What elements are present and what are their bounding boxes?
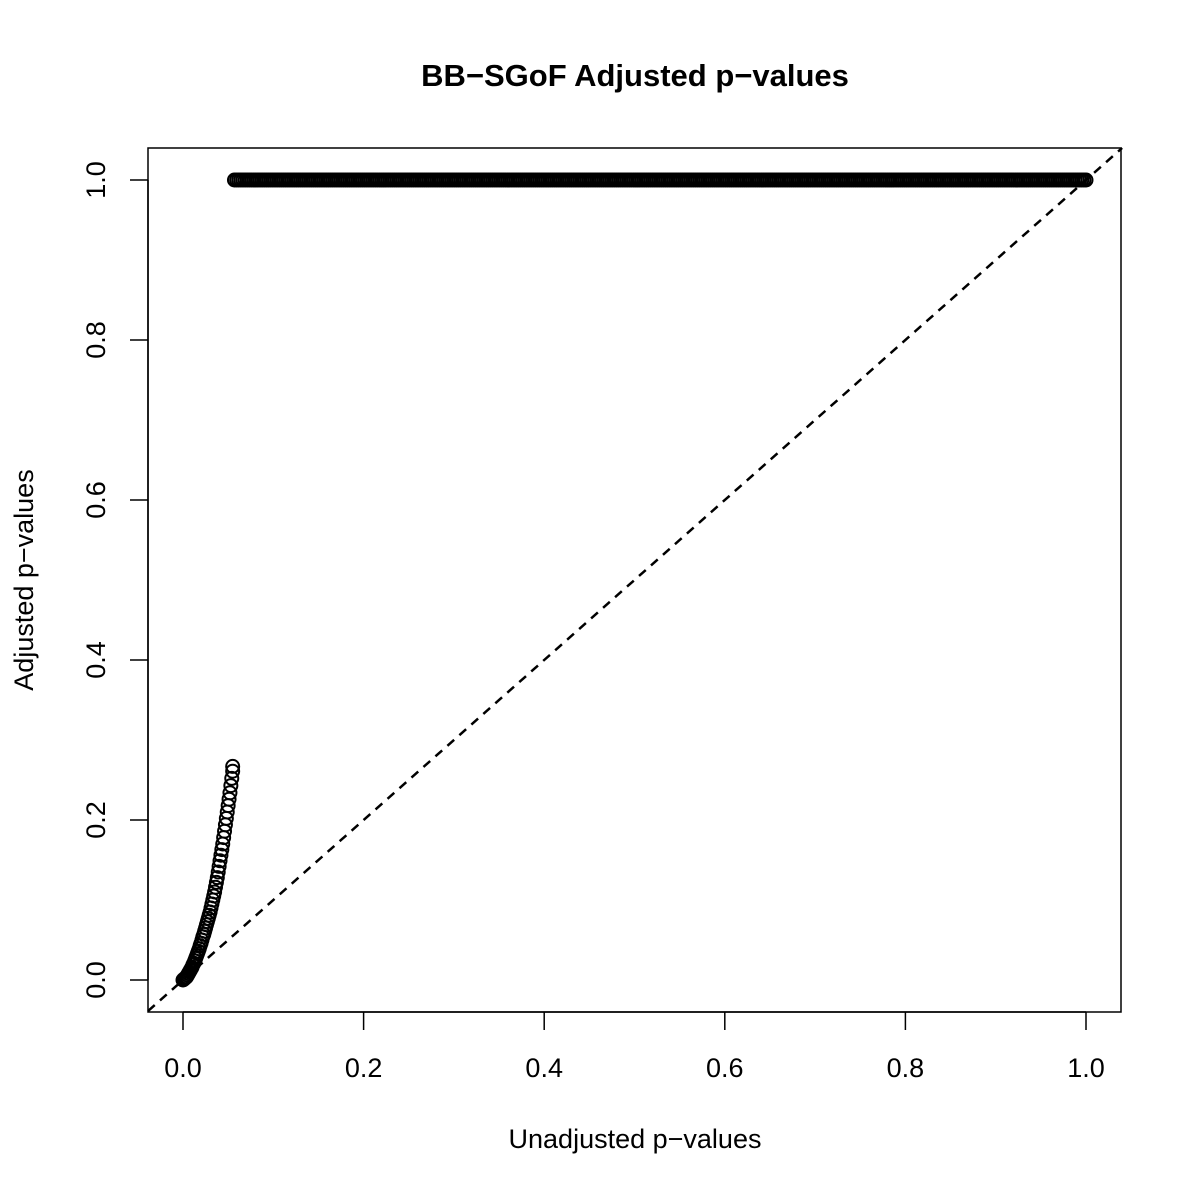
x-tick-label: 0.8 [887,1053,925,1083]
data-point [209,870,225,886]
data-point [1078,172,1094,188]
y-axis-label: Adjusted p−values [9,469,39,690]
data-point [225,763,241,779]
x-tick-label: 0.0 [164,1053,202,1083]
x-tick-label: 0.4 [525,1053,563,1083]
x-tick-label: 0.2 [345,1053,383,1083]
data-point [222,785,238,801]
x-tick-label: 0.6 [706,1053,744,1083]
y-tick-label: 0.2 [81,801,111,839]
y-tick-label: 0.6 [81,481,111,519]
y-tick-label: 0.8 [81,321,111,359]
identity-reference-line [147,147,1123,1012]
y-axis: 0.0 0.2 0.4 0.6 0.8 1.0 [81,161,149,999]
chart-title: BB−SGoF Adjusted p−values [421,58,849,93]
data-point [212,853,228,869]
y-tick-label: 0.4 [81,641,111,679]
data-point [210,864,226,880]
data-point [213,847,229,863]
x-tick-label: 1.0 [1067,1053,1105,1083]
y-tick-label: 1.0 [81,161,111,199]
x-axis: 0.0 0.2 0.4 0.6 0.8 1.0 [164,1011,1105,1083]
y-tick-label: 0.0 [81,961,111,999]
data-point [211,858,227,874]
data-points [175,172,1094,988]
x-axis-label: Unadjusted p−values [509,1124,762,1154]
data-point [225,758,241,774]
data-point [223,778,239,794]
